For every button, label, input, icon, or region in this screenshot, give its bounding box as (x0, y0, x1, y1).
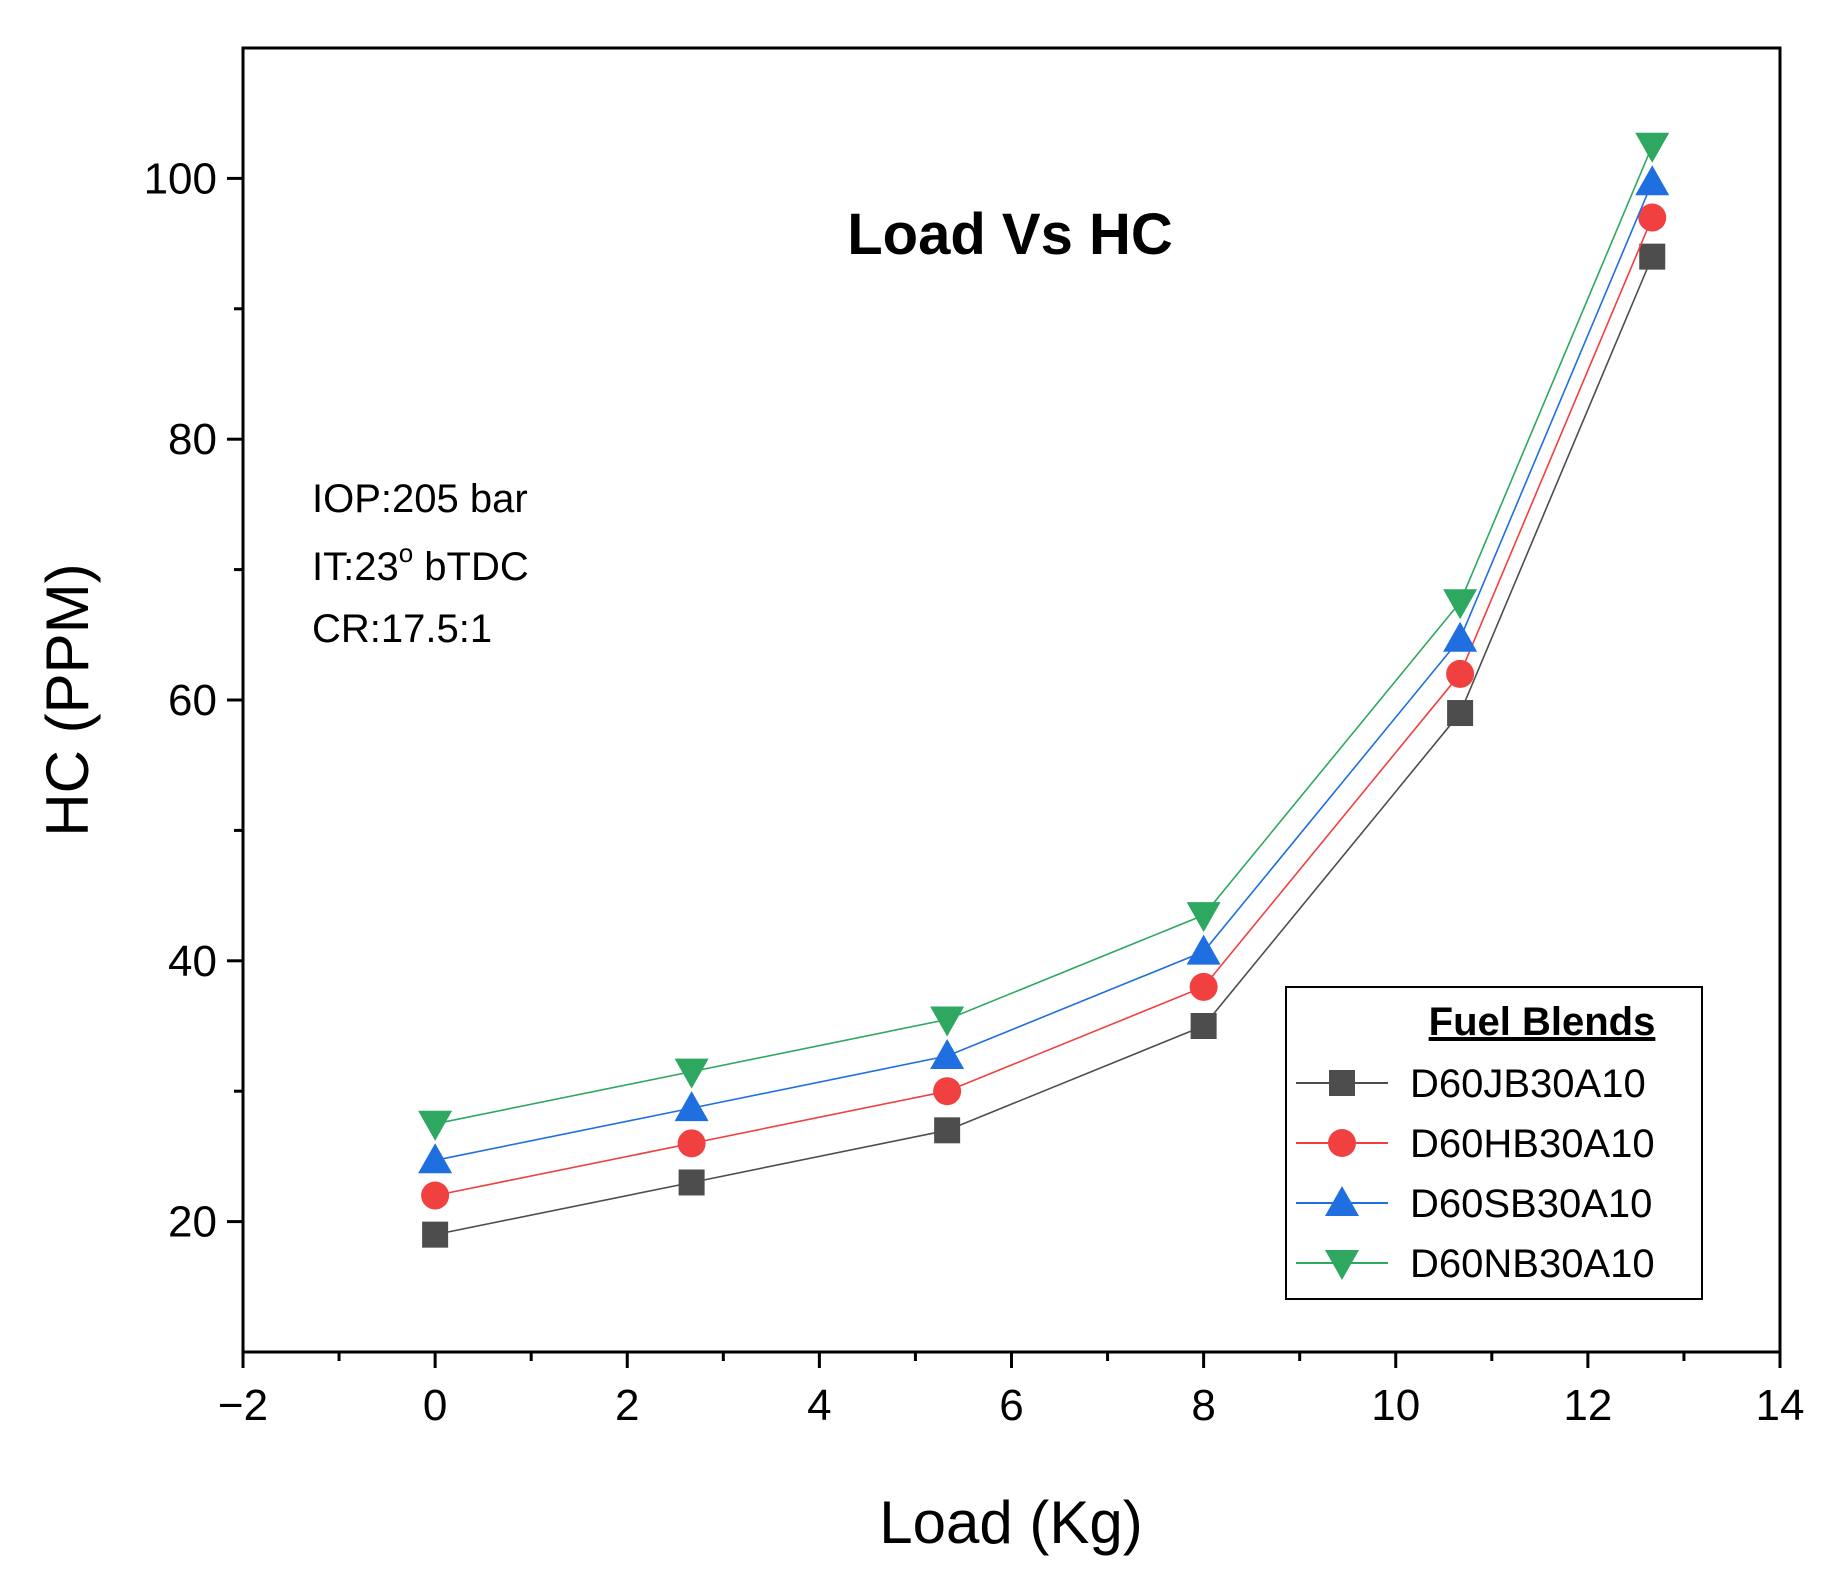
x-tick-label: 10 (1371, 1381, 1420, 1430)
y-tick-label: 60 (168, 676, 217, 725)
x-tick-label: 12 (1563, 1381, 1612, 1430)
series-D60JB30A10 (422, 243, 1666, 1248)
legend-item: D60HB30A10 (1296, 1122, 1655, 1166)
data-point (421, 1181, 450, 1210)
series-D60HB30A10 (421, 203, 1667, 1210)
data-point (1186, 934, 1221, 965)
data-point (418, 1110, 453, 1141)
data-point (930, 1038, 965, 1069)
legend-item: D60JB30A10 (1296, 1062, 1646, 1106)
series-line (434, 217, 1653, 1197)
data-point (933, 1077, 962, 1106)
legend-item: D60NB30A10 (1296, 1242, 1655, 1286)
data-point (1186, 902, 1221, 933)
legend-marker (1325, 1186, 1359, 1216)
annotation-it-suffix: bTDC (413, 545, 529, 589)
series-layer (418, 132, 1670, 1248)
legend-label: D60SB30A10 (1410, 1182, 1652, 1226)
x-tick-label: 4 (807, 1381, 831, 1430)
legend-marker (1329, 1070, 1355, 1096)
data-point (674, 1058, 709, 1089)
series-D60NB30A10 (418, 132, 1670, 1141)
data-point (1635, 132, 1670, 163)
data-point (1447, 700, 1474, 727)
annotation-it-degree: o (399, 538, 413, 568)
y-tick-label: 20 (168, 1198, 217, 1247)
legend-item: D60SB30A10 (1296, 1182, 1652, 1226)
data-point (1189, 972, 1218, 1001)
data-point (930, 1006, 965, 1037)
x-axis-title: Load (Kg) (879, 1489, 1143, 1556)
legend-label: D60NB30A10 (1410, 1242, 1655, 1286)
annotation-it: IT:23o bTDC (312, 538, 529, 589)
chart-title: Load Vs HC (847, 202, 1173, 267)
y-axis-title: HC (PPM) (34, 563, 101, 836)
data-point (674, 1091, 709, 1122)
data-point (418, 1143, 453, 1174)
data-point (678, 1169, 705, 1196)
y-tick-label: 80 (168, 415, 217, 464)
legend-marker (1325, 1250, 1359, 1280)
y-tick-label: 40 (168, 937, 217, 986)
annotation-cr: CR:17.5:1 (312, 607, 492, 651)
annotation-iop: IOP:205 bar (312, 477, 528, 521)
data-point (1446, 659, 1475, 688)
data-point (1190, 1013, 1217, 1039)
x-tick-label: 6 (999, 1381, 1023, 1430)
x-tick-label: −2 (218, 1381, 268, 1430)
series-D60SB30A10 (418, 165, 1670, 1174)
series-line (434, 182, 1653, 1162)
x-tick-label: 8 (1191, 1381, 1215, 1430)
series-line (434, 145, 1653, 1125)
data-point (1443, 621, 1478, 652)
data-point (1638, 203, 1667, 232)
data-point (1635, 165, 1670, 196)
legend-marker (1328, 1129, 1356, 1157)
data-point (1443, 589, 1478, 620)
data-point (422, 1221, 449, 1248)
legend: Fuel Blends D60JB30A10 D60HB30A10 D60SB30A… (1285, 986, 1703, 1300)
annotation-it-label: IT:23 (312, 545, 399, 589)
y-tick-label: 100 (144, 154, 217, 203)
legend-label: D60JB30A10 (1410, 1062, 1646, 1106)
legend-title: Fuel Blends (1429, 1000, 1656, 1044)
legend-label: D60HB30A10 (1410, 1122, 1655, 1166)
data-point (934, 1117, 961, 1144)
x-tick-label: 14 (1756, 1381, 1805, 1430)
axis-ticks: −2 0 2 4 6 8 10 12 14 20 40 60 80 100 (144, 154, 1805, 1430)
data-point (677, 1129, 706, 1158)
series-line (434, 256, 1653, 1236)
data-point (1639, 243, 1666, 270)
legend-items: D60JB30A10 D60HB30A10 D60SB30A10 D60NB30A10 (1296, 1062, 1655, 1286)
x-tick-label: 0 (423, 1381, 447, 1430)
x-tick-label: 2 (615, 1381, 639, 1430)
